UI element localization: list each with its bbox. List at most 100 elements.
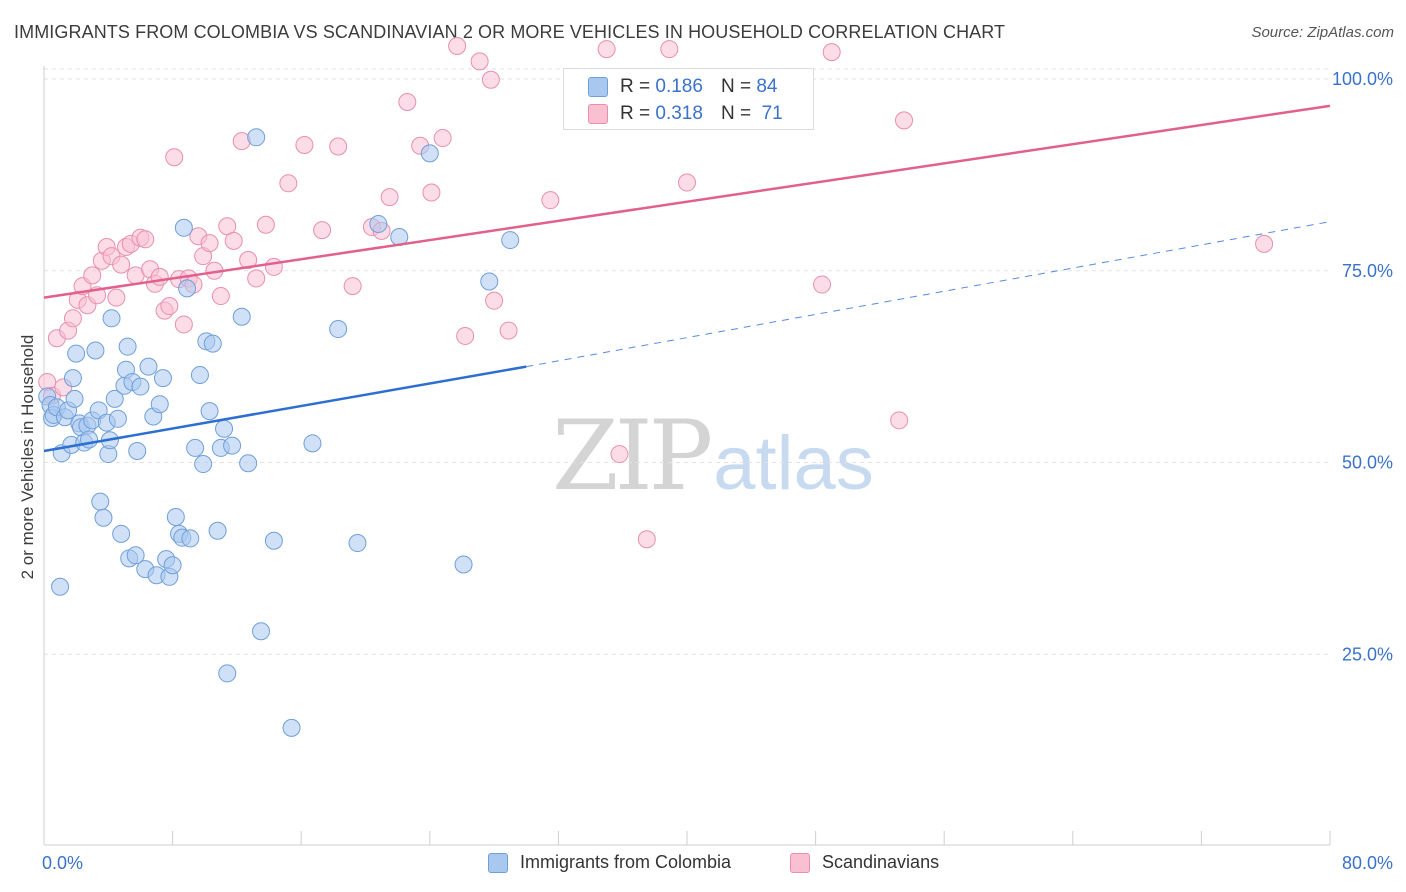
- colombia-point: [65, 389, 84, 408]
- scandinavians-point: [224, 231, 243, 250]
- y-tick-label: 100.0%: [1332, 69, 1393, 89]
- colombia-point: [264, 531, 283, 550]
- scandinavians-point: [813, 275, 832, 294]
- scandinavians-point: [256, 215, 275, 234]
- colombia-point: [186, 438, 205, 457]
- scandinavians-point: [1255, 234, 1274, 253]
- colombia-point: [131, 377, 150, 396]
- scandinavians-point: [313, 221, 332, 240]
- colombia-point: [223, 436, 242, 455]
- r-value-colombia: 0.186: [655, 76, 703, 97]
- n-label: N =: [720, 103, 752, 124]
- r-label: R =: [620, 103, 651, 124]
- colombia-point: [150, 395, 169, 414]
- stats-legend: R = 0.186 N = 84 R = 0.318 N = 71: [563, 68, 814, 130]
- scandinavians-point: [160, 297, 179, 316]
- scandinavians-point: [678, 173, 696, 192]
- scandinavians-point: [211, 287, 230, 306]
- scandinavians-point: [343, 277, 362, 296]
- legend-item-scandinavians[interactable]: Scandinavians: [790, 852, 939, 873]
- colombia-trend-line: [43, 365, 527, 453]
- scandinavians-point: [637, 530, 656, 549]
- colombia-point: [86, 341, 105, 360]
- scandinavians-point: [890, 411, 909, 430]
- scandinavians-point: [136, 230, 155, 249]
- scandinavians-point: [83, 266, 102, 285]
- r-value-scandinavians: 0.318: [655, 103, 703, 124]
- colombia-point: [208, 521, 227, 540]
- n-label: N =: [720, 76, 752, 97]
- stats-legend-row-colombia: R = 0.186 N = 84: [588, 75, 777, 99]
- legend-item-colombia[interactable]: Immigrants from Colombia: [488, 852, 731, 873]
- x-tick-label-max: 80.0%: [1342, 853, 1393, 873]
- colombia-point: [166, 507, 185, 526]
- scandinavians-point: [264, 257, 283, 276]
- colombia-point: [454, 555, 473, 574]
- legend-swatch-scandinavians: [790, 852, 810, 873]
- grid-layer: [44, 68, 1330, 655]
- scandinavians-point: [174, 315, 193, 334]
- colombia-point: [215, 419, 234, 438]
- scandinavians-point: [329, 137, 348, 156]
- scandinavians-point: [481, 70, 500, 89]
- colombia-point: [112, 524, 131, 543]
- zipatlas-watermark: ZIPatlas: [552, 400, 874, 512]
- colombia-point: [163, 556, 182, 575]
- colombia-point: [139, 357, 158, 376]
- colombia-point: [80, 430, 99, 449]
- axis-layer: [43, 66, 1331, 846]
- colombia-point: [94, 508, 113, 527]
- colombia-point: [91, 492, 110, 511]
- colombia-point: [303, 434, 322, 453]
- scandinavians-point: [822, 43, 841, 62]
- colombia-point: [247, 128, 266, 147]
- scandinavians-point: [150, 267, 169, 286]
- scandinavians-points: [38, 37, 1274, 549]
- colombia-point: [252, 622, 271, 641]
- watermark-atlas: atlas: [713, 421, 874, 506]
- colombia-point: [369, 214, 388, 233]
- scandinavians-point: [200, 234, 219, 253]
- scandinavians-point: [610, 445, 629, 464]
- colombia-point: [174, 218, 193, 237]
- scandinavians-point: [433, 129, 452, 148]
- colombia-points: [38, 128, 520, 737]
- n-value-colombia: 84: [756, 76, 778, 97]
- scandinavians-point: [165, 148, 184, 167]
- colombia-point: [128, 441, 147, 460]
- legend-swatch-colombia: [488, 852, 508, 873]
- scandinavians-point: [380, 188, 399, 207]
- legend-label-scandinavians: Scandinavians: [822, 852, 940, 872]
- y-tick-label: 75.0%: [1342, 261, 1393, 281]
- tick-labels: 25.0% 50.0% 75.0% 100.0% 0.0% 80.0%: [42, 69, 1393, 873]
- colombia-swatch: [588, 77, 608, 97]
- colombia-point: [63, 369, 82, 388]
- colombia-point: [118, 337, 137, 356]
- colombia-point: [51, 577, 70, 596]
- scandinavians-point: [660, 40, 679, 59]
- y-tick-label: 50.0%: [1342, 453, 1393, 473]
- colombia-point: [232, 307, 251, 326]
- trend-lines: [43, 104, 1331, 453]
- legend-label-colombia: Immigrants from Colombia: [520, 852, 732, 872]
- colombia-point: [480, 272, 499, 291]
- colombia-point: [239, 454, 258, 473]
- scandinavians-point: [499, 321, 518, 340]
- colombia-point: [153, 369, 172, 388]
- colombia-point: [105, 389, 124, 408]
- scandinavians-point: [112, 255, 131, 274]
- scandinavians-point: [295, 135, 314, 154]
- colombia-point: [282, 718, 301, 737]
- scandinavians-point: [895, 111, 914, 130]
- colombia-point: [194, 455, 213, 474]
- scandinavians-point: [422, 183, 441, 202]
- colombia-point: [181, 529, 200, 548]
- colombia-point: [218, 664, 237, 683]
- r-label: R =: [620, 76, 651, 97]
- colombia-point: [126, 546, 145, 565]
- scandinavians-point: [456, 326, 475, 345]
- colombia-point: [501, 231, 520, 250]
- scandinavians-point: [541, 191, 560, 210]
- stats-legend-row-scandinavians: R = 0.318 N = 71: [588, 102, 783, 126]
- series-legend: Immigrants from Colombia Scandinavians: [0, 852, 1406, 878]
